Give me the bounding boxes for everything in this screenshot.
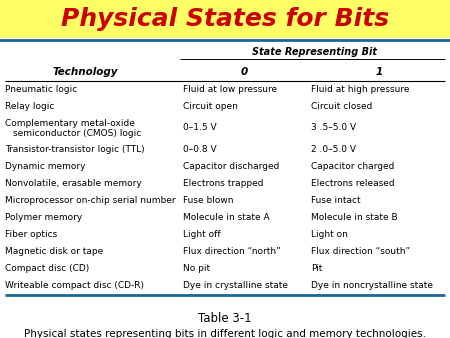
Text: Dye in noncrystalline state: Dye in noncrystalline state <box>311 281 433 290</box>
Text: Dye in crystalline state: Dye in crystalline state <box>183 281 288 290</box>
Text: Fluid at high pressure: Fluid at high pressure <box>311 85 410 94</box>
Text: Physical states representing bits in different logic and memory technologies.: Physical states representing bits in dif… <box>24 329 426 338</box>
Text: Light on: Light on <box>311 230 348 239</box>
Text: State Representing Bit: State Representing Bit <box>252 47 378 57</box>
Text: 0–0.8 V: 0–0.8 V <box>183 145 216 154</box>
Text: 1: 1 <box>375 67 383 77</box>
Text: Pit: Pit <box>311 264 323 273</box>
Bar <box>0 0 450 38</box>
Text: Molecule in state B: Molecule in state B <box>311 213 398 222</box>
Text: Electrons released: Electrons released <box>311 179 395 188</box>
Text: Compact disc (CD): Compact disc (CD) <box>5 264 89 273</box>
Text: Electrons trapped: Electrons trapped <box>183 179 264 188</box>
Text: Fluid at low pressure: Fluid at low pressure <box>183 85 277 94</box>
Text: semiconductor (CMOS) logic: semiconductor (CMOS) logic <box>13 128 141 138</box>
Text: Table 3-1: Table 3-1 <box>198 312 252 324</box>
Text: Flux direction “south”: Flux direction “south” <box>311 247 410 256</box>
Text: Physical States for Bits: Physical States for Bits <box>61 7 389 31</box>
Text: Transistor-transistor logic (TTL): Transistor-transistor logic (TTL) <box>5 145 144 154</box>
Text: Polymer memory: Polymer memory <box>5 213 82 222</box>
Text: Capacitor discharged: Capacitor discharged <box>183 162 279 171</box>
Text: Technology: Technology <box>52 67 118 77</box>
Text: Fuse intact: Fuse intact <box>311 196 361 205</box>
Text: Capacitor charged: Capacitor charged <box>311 162 395 171</box>
Text: 3 .5–5.0 V: 3 .5–5.0 V <box>311 123 356 132</box>
Text: Molecule in state A: Molecule in state A <box>183 213 270 222</box>
Text: Writeable compact disc (CD-R): Writeable compact disc (CD-R) <box>5 281 144 290</box>
Text: No pit: No pit <box>183 264 210 273</box>
Text: 0–1.5 V: 0–1.5 V <box>183 123 216 132</box>
Text: Circuit open: Circuit open <box>183 102 238 111</box>
Text: Nonvolatile, erasable memory: Nonvolatile, erasable memory <box>5 179 142 188</box>
Text: Flux direction “north”: Flux direction “north” <box>183 247 281 256</box>
Text: Light off: Light off <box>183 230 220 239</box>
Text: Pneumatic logic: Pneumatic logic <box>5 85 77 94</box>
Text: Fiber optics: Fiber optics <box>5 230 57 239</box>
Text: 0: 0 <box>240 67 248 77</box>
Text: Relay logic: Relay logic <box>5 102 54 111</box>
Text: 2 .0–5.0 V: 2 .0–5.0 V <box>311 145 356 154</box>
Text: Complementary metal-oxide: Complementary metal-oxide <box>5 120 135 128</box>
Text: Microprocessor on-chip serial number: Microprocessor on-chip serial number <box>5 196 176 205</box>
Text: Dynamic memory: Dynamic memory <box>5 162 86 171</box>
Text: Magnetic disk or tape: Magnetic disk or tape <box>5 247 103 256</box>
Text: Fuse blown: Fuse blown <box>183 196 234 205</box>
Text: Circuit closed: Circuit closed <box>311 102 373 111</box>
